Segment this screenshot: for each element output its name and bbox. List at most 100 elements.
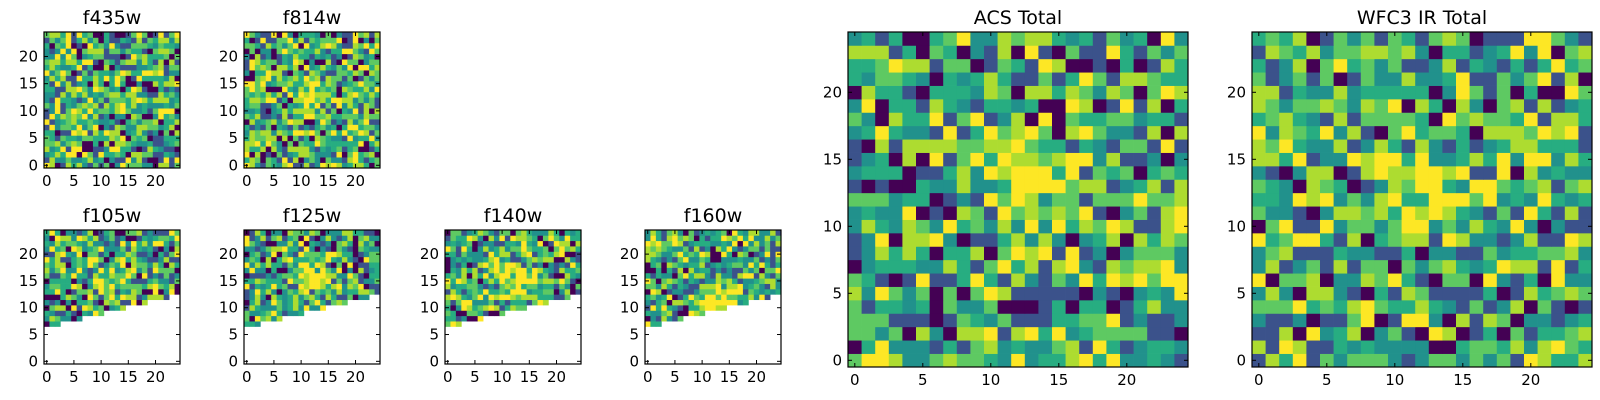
heatmap-cell (158, 278, 165, 284)
heatmap-cell (282, 310, 288, 317)
heatmap-cell (693, 299, 700, 306)
heatmap-cell (455, 278, 462, 284)
heatmap-cell (298, 129, 305, 136)
heatmap-cell (125, 129, 132, 136)
heatmap-cell (1333, 313, 1348, 328)
heatmap-cell (1564, 85, 1579, 100)
heatmap-cell (163, 129, 170, 136)
heatmap-cell (347, 42, 354, 49)
heatmap-cell (71, 310, 77, 317)
heatmap-cell (109, 246, 116, 252)
heatmap-cell (141, 278, 148, 284)
heatmap-cell (710, 294, 717, 301)
heatmap-cell (1360, 166, 1375, 180)
heatmap-cell (488, 240, 495, 247)
heatmap-cell (1415, 353, 1430, 368)
heatmap-cell (331, 75, 337, 82)
heatmap-cell (532, 251, 538, 258)
heatmap-cell (249, 75, 256, 82)
heatmap-cell (956, 166, 971, 180)
heatmap-cell (54, 97, 61, 104)
y-tick-label: 10 (219, 102, 238, 120)
heatmap-cell (363, 151, 370, 158)
heatmap-cell (732, 299, 738, 306)
heatmap-cell (526, 299, 533, 306)
heatmap-cell (152, 91, 159, 98)
heatmap-cell (956, 99, 971, 113)
heatmap-cell (76, 129, 83, 136)
heatmap-cell (76, 146, 83, 153)
heatmap-cell (125, 140, 132, 147)
heatmap-cell (98, 97, 105, 104)
y-tick-label: 5 (228, 129, 238, 147)
heatmap-cell (347, 80, 354, 87)
heatmap-cell (92, 262, 99, 268)
heatmap-cell (997, 166, 1012, 180)
heatmap-cell (358, 288, 365, 295)
heatmap-cell (570, 246, 576, 252)
heatmap-cell (325, 102, 332, 109)
heatmap-cell (103, 129, 110, 136)
heatmap-cell (666, 283, 673, 290)
heatmap-cell (1265, 353, 1280, 368)
heatmap-cell (1347, 99, 1362, 113)
heatmap-cell (704, 262, 711, 268)
heatmap-cell (287, 162, 294, 169)
heatmap-cell (136, 59, 143, 65)
heatmap-cell (249, 151, 256, 158)
heatmap-cell (1428, 286, 1443, 301)
heatmap-cell (244, 37, 250, 44)
heatmap-cell (710, 251, 717, 258)
heatmap-cell (1120, 125, 1134, 140)
heatmap-cell (76, 108, 83, 114)
heatmap-cell (98, 48, 105, 55)
heatmap-cell (1469, 259, 1484, 274)
heatmap-cell (309, 32, 316, 38)
heatmap-cell (984, 326, 998, 341)
heatmap-cell (103, 251, 110, 258)
heatmap-cell (721, 294, 727, 301)
heatmap-cell (347, 283, 354, 290)
heatmap-cell (499, 267, 506, 274)
heatmap-cell (1092, 32, 1107, 46)
heatmap-cell (347, 251, 354, 258)
heatmap-cell (363, 157, 370, 163)
heatmap-cell (1551, 286, 1566, 301)
heatmap-cell (76, 140, 83, 147)
heatmap-cell (282, 64, 288, 71)
heatmap-cell (309, 157, 316, 163)
heatmap-cell (704, 294, 711, 301)
heatmap-cell (1120, 99, 1134, 113)
heatmap-cell (71, 315, 77, 322)
heatmap-cell (1524, 179, 1538, 194)
heatmap-cell (325, 70, 332, 76)
heatmap-cell (309, 59, 316, 65)
heatmap-cell (1333, 353, 1348, 368)
heatmap-cell (1496, 85, 1511, 100)
heatmap-cell (260, 272, 267, 279)
heatmap-cell (466, 294, 473, 301)
heatmap-cell (249, 146, 256, 153)
heatmap-cell (336, 75, 343, 82)
heatmap-cell (136, 140, 143, 147)
heatmap-cell (861, 32, 876, 46)
heatmap-cell (666, 235, 673, 242)
heatmap-cell (775, 267, 782, 274)
heatmap-cell (320, 119, 326, 125)
heatmap-cell (271, 272, 277, 279)
heatmap-cell (1428, 179, 1443, 194)
heatmap-cell (347, 288, 354, 295)
heatmap-cell (650, 305, 657, 311)
heatmap-cell (336, 294, 343, 301)
heatmap-cell (472, 278, 478, 284)
heatmap-cell (753, 256, 760, 263)
heatmap-cell (49, 53, 56, 60)
heatmap-cell (276, 256, 283, 263)
heatmap-cell (1401, 353, 1416, 368)
heatmap-cell (265, 80, 272, 87)
heatmap-cell (320, 108, 326, 114)
heatmap-cell (244, 294, 250, 301)
heatmap-cell (98, 256, 105, 263)
heatmap-cell (715, 235, 722, 242)
